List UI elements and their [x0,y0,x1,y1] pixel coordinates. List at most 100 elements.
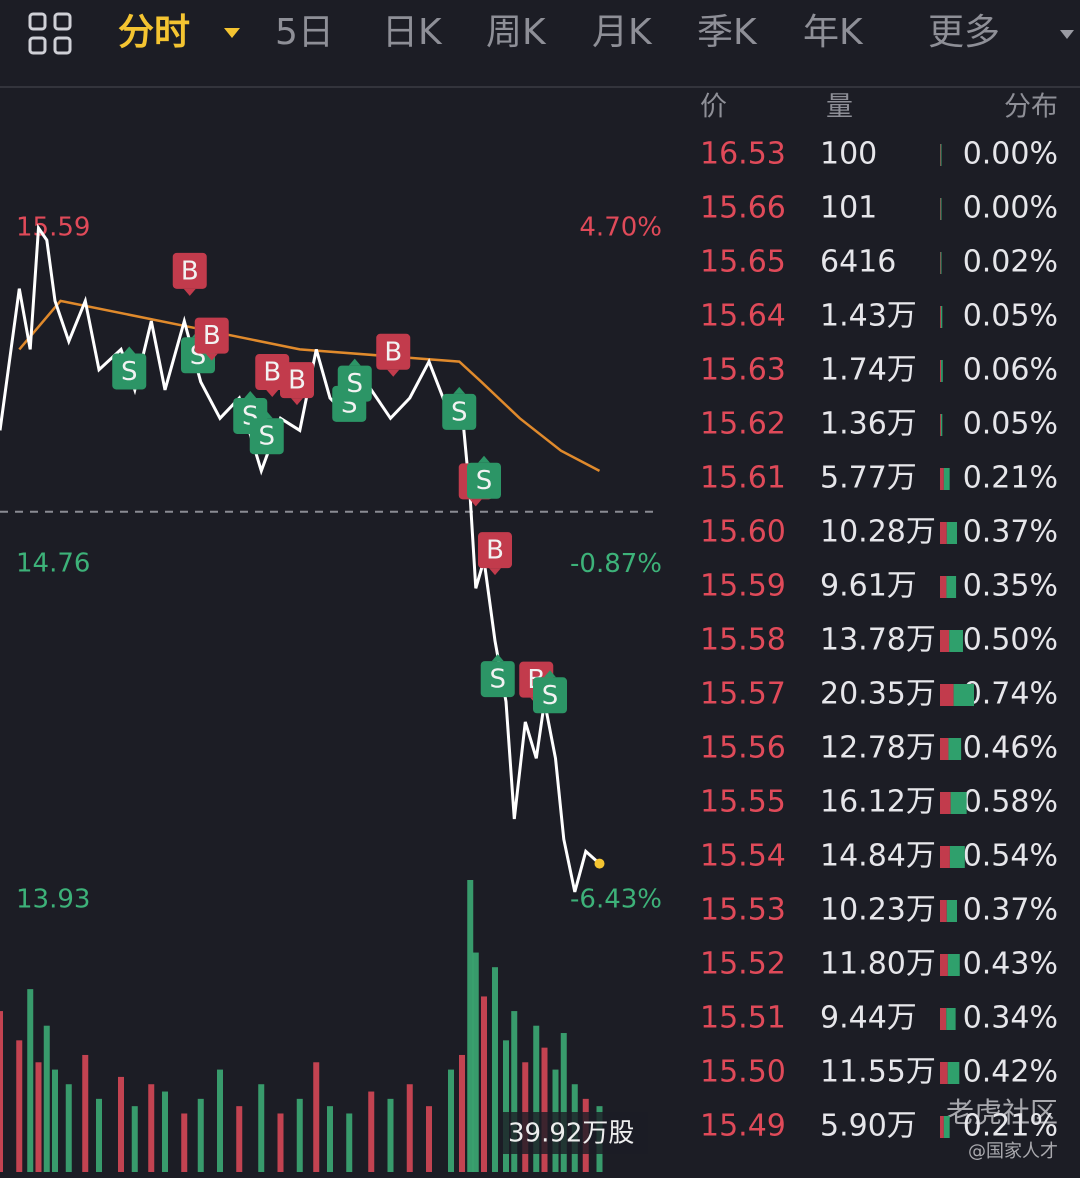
volume-cell: 10.28万 [820,515,936,550]
volume-bar [368,1091,375,1172]
share-bar [940,630,963,652]
share-bar-sell [940,198,941,220]
share-cell: 0.06% [963,353,1058,388]
share-cell: 0.42% [963,1055,1058,1090]
marker-label: B [181,256,199,286]
volume-bar [27,989,34,1172]
share-bar [940,954,960,976]
share-bar-sell [940,576,947,598]
share-bar-sell [940,522,947,544]
marker-box [249,418,284,455]
share-bar-sell [940,846,950,868]
share-bar-sell [940,144,941,166]
grid-icon[interactable] [28,12,72,55]
tab[interactable]: 日K [382,12,443,53]
tab[interactable]: 年K [803,12,864,53]
marker-box [533,677,567,714]
volume-label-bg [500,1112,648,1154]
tab[interactable]: 5日 [275,12,334,53]
volume-bar [541,1047,548,1172]
volume-bar [65,1084,72,1172]
share-cell: 0.54% [963,839,1058,874]
volume-bar [327,1106,333,1172]
price-cell: 15.65 [700,245,786,280]
volume-bar [387,1098,394,1172]
price-cell: 15.56 [700,731,786,766]
volume-cell: 1.74万 [820,353,917,388]
marker-label: B [263,358,281,388]
volume-cell: 16.12万 [820,785,936,820]
marker-box [112,353,147,390]
marker-label: S [346,369,363,399]
marker-box [478,532,512,569]
share-bar-sell [940,360,942,382]
volume-bar [181,1113,188,1172]
volume-bar [96,1098,102,1172]
share-bar-buy [943,1116,950,1138]
trade-marker: S [533,670,567,714]
trade-marker: S [467,455,501,499]
watermark-user: @国家人才 [968,1141,1058,1162]
volume-cell: 12.78万 [820,731,936,766]
volume-bar [459,1054,465,1172]
marker-label: S [121,357,138,387]
marker-pointer [266,390,279,398]
tab[interactable]: 分时 [118,12,190,53]
trade-marker: B [478,532,512,576]
share-cell: 0.00% [963,137,1058,172]
dropdown-arrow[interactable] [224,28,240,38]
trade-marker: S [442,386,477,430]
share-cell: 0.37% [963,515,1058,550]
tab[interactable]: 周K [486,12,547,53]
share-bar [940,144,942,166]
marker-pointer [260,411,273,419]
price-cell: 15.49 [700,1109,786,1144]
share-cell: 0.05% [963,299,1058,334]
share-bar [940,252,942,274]
marker-box [467,462,501,499]
volume-bar [448,1069,454,1172]
tab[interactable]: 月K [592,12,653,53]
share-bar-sell [940,738,949,760]
volume-bar [560,1033,567,1172]
trade-marker: B [376,333,411,377]
volume-bar [82,1054,89,1172]
y-tick-label: 14.76 [16,549,90,579]
volume-bar [131,1106,138,1172]
dropdown-arrow[interactable] [1060,30,1074,39]
share-cell: 0.02% [963,245,1058,280]
share-bar [940,1008,956,1030]
volume-bar [492,967,498,1172]
volume-bar [197,1098,204,1172]
share-bar-sell [940,1008,947,1030]
marker-pointer [348,358,361,366]
marker-box [480,661,515,698]
share-cell: 0.43% [963,947,1058,982]
volume-cell: 11.80万 [820,947,936,982]
y2-tick-label: -0.87% [570,549,662,579]
share-bar [940,468,950,490]
share-bar-buy [941,360,943,382]
trade-marker: S [112,346,147,390]
volume-bar [533,1025,540,1172]
tab[interactable]: 更多 [928,12,1000,53]
volume-cell: 5.90万 [820,1109,917,1144]
marker-box [337,365,372,402]
tab[interactable]: 季K [697,12,758,53]
volume-cell: 10.23万 [820,893,936,928]
marker-box [442,393,477,430]
marker-pointer [205,353,218,361]
marker-box [280,362,314,399]
share-bar-buy [949,630,963,652]
table-header: 量 [826,92,853,123]
marker-label: S [476,466,493,496]
share-bar [940,1062,960,1084]
table-header: 价 [700,92,727,123]
share-bar-sell [940,1116,944,1138]
trade-marker: S [480,654,515,698]
marker-pointer [123,346,136,354]
volume-cell: 1.43万 [820,299,917,334]
share-cell: 0.21% [963,461,1058,496]
share-bar-buy [943,468,950,490]
